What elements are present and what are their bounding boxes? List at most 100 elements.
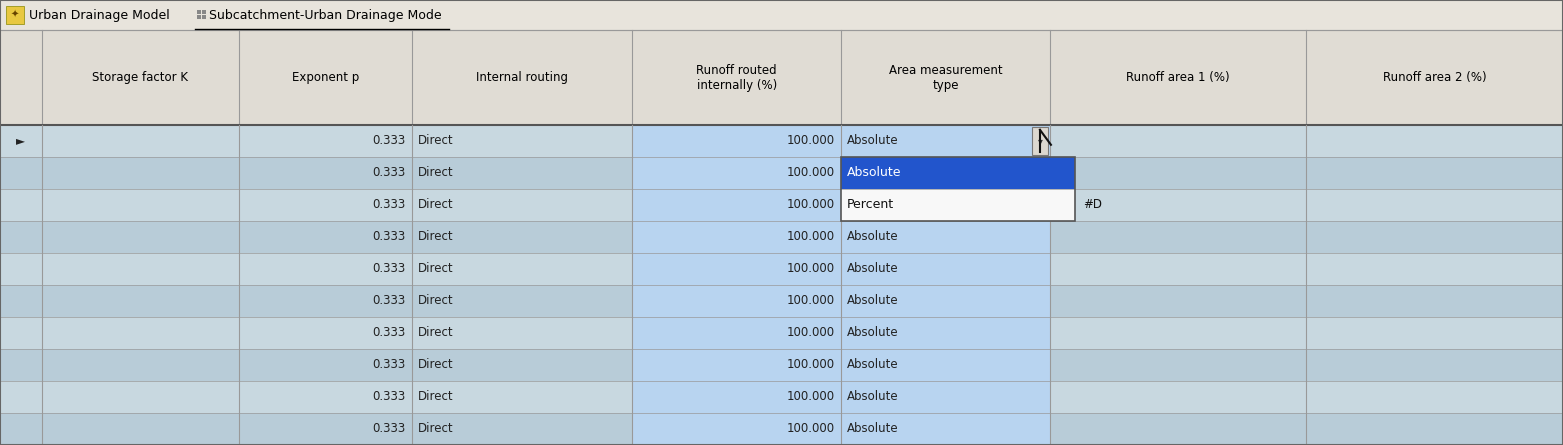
Bar bbox=[0, 125, 42, 157]
Bar bbox=[239, 125, 411, 157]
Bar bbox=[42, 413, 239, 445]
Text: ▾: ▾ bbox=[1038, 136, 1043, 146]
Bar bbox=[841, 221, 1050, 253]
Text: Direct: Direct bbox=[417, 422, 453, 436]
Text: Absolute: Absolute bbox=[847, 422, 899, 436]
Bar bbox=[411, 413, 633, 445]
Bar bbox=[197, 15, 202, 19]
Bar bbox=[239, 349, 411, 381]
Bar bbox=[0, 381, 42, 413]
Bar bbox=[841, 157, 1075, 189]
Bar bbox=[841, 381, 1050, 413]
Text: #D: #D bbox=[1083, 198, 1102, 211]
Bar bbox=[411, 157, 633, 189]
Bar bbox=[1307, 157, 1563, 189]
Bar bbox=[0, 285, 42, 317]
Text: 0.333: 0.333 bbox=[372, 327, 406, 340]
Bar bbox=[1307, 413, 1563, 445]
Text: Direct: Direct bbox=[417, 295, 453, 307]
Bar bbox=[841, 349, 1050, 381]
Text: Runoff routed
internally (%): Runoff routed internally (%) bbox=[697, 64, 777, 92]
Text: 100.000: 100.000 bbox=[788, 359, 835, 372]
Bar bbox=[633, 189, 841, 221]
Bar bbox=[1050, 221, 1307, 253]
Bar bbox=[1050, 189, 1307, 221]
Bar bbox=[197, 10, 202, 14]
Text: Absolute: Absolute bbox=[847, 166, 902, 179]
Bar bbox=[6, 6, 23, 24]
Text: Direct: Direct bbox=[417, 359, 453, 372]
Bar bbox=[1050, 317, 1307, 349]
Bar bbox=[239, 157, 411, 189]
Bar bbox=[0, 30, 1563, 125]
Bar bbox=[1307, 221, 1563, 253]
Text: Absolute: Absolute bbox=[847, 391, 899, 404]
Bar bbox=[411, 285, 633, 317]
Text: Direct: Direct bbox=[417, 391, 453, 404]
Text: Urban Drainage Model: Urban Drainage Model bbox=[30, 8, 170, 21]
Bar bbox=[42, 253, 239, 285]
Bar bbox=[42, 157, 239, 189]
Text: 100.000: 100.000 bbox=[788, 231, 835, 243]
Text: Subcatchment-Urban Drainage Mode: Subcatchment-Urban Drainage Mode bbox=[209, 8, 442, 21]
Bar bbox=[633, 381, 841, 413]
Bar bbox=[0, 413, 42, 445]
Text: Absolute: Absolute bbox=[847, 263, 899, 275]
Bar bbox=[239, 253, 411, 285]
Text: Runoff area 2 (%): Runoff area 2 (%) bbox=[1383, 71, 1486, 84]
Bar bbox=[1307, 381, 1563, 413]
Bar bbox=[841, 189, 1050, 221]
Bar bbox=[239, 221, 411, 253]
Bar bbox=[239, 317, 411, 349]
Text: Absolute: Absolute bbox=[847, 327, 899, 340]
Bar bbox=[633, 157, 841, 189]
Text: 100.000: 100.000 bbox=[788, 327, 835, 340]
Text: 0.333: 0.333 bbox=[372, 198, 406, 211]
Bar bbox=[1050, 349, 1307, 381]
Text: 0.333: 0.333 bbox=[372, 134, 406, 147]
Bar bbox=[42, 349, 239, 381]
Bar bbox=[239, 381, 411, 413]
Bar bbox=[42, 285, 239, 317]
Bar bbox=[633, 413, 841, 445]
Text: Absolute: Absolute bbox=[847, 166, 899, 179]
Bar bbox=[42, 317, 239, 349]
Bar bbox=[0, 189, 42, 221]
Bar bbox=[239, 413, 411, 445]
Text: 0.333: 0.333 bbox=[372, 422, 406, 436]
Bar bbox=[841, 125, 1050, 157]
Text: 0.333: 0.333 bbox=[372, 295, 406, 307]
Bar bbox=[411, 125, 633, 157]
Text: Direct: Direct bbox=[417, 231, 453, 243]
Bar bbox=[202, 10, 206, 14]
Text: Absolute: Absolute bbox=[847, 198, 899, 211]
Bar bbox=[0, 253, 42, 285]
Text: 0.333: 0.333 bbox=[372, 166, 406, 179]
Bar bbox=[1050, 413, 1307, 445]
Text: 100.000: 100.000 bbox=[788, 422, 835, 436]
Text: Area measurement
type: Area measurement type bbox=[889, 64, 1002, 92]
Text: Direct: Direct bbox=[417, 327, 453, 340]
Bar bbox=[0, 317, 42, 349]
Bar bbox=[841, 157, 1075, 221]
Bar bbox=[0, 0, 1563, 30]
Bar bbox=[1307, 317, 1563, 349]
Text: Percent: Percent bbox=[847, 198, 894, 211]
Text: Internal routing: Internal routing bbox=[477, 71, 567, 84]
Bar bbox=[239, 285, 411, 317]
Bar bbox=[1050, 381, 1307, 413]
Bar bbox=[841, 285, 1050, 317]
Bar bbox=[1032, 127, 1047, 155]
Bar bbox=[42, 381, 239, 413]
Text: ✦: ✦ bbox=[11, 10, 19, 20]
Text: ►: ► bbox=[16, 134, 25, 147]
Text: 0.333: 0.333 bbox=[372, 231, 406, 243]
Bar bbox=[0, 349, 42, 381]
Text: Direct: Direct bbox=[417, 263, 453, 275]
Text: 100.000: 100.000 bbox=[788, 134, 835, 147]
Bar bbox=[841, 157, 1075, 221]
Bar bbox=[1307, 253, 1563, 285]
Bar bbox=[841, 413, 1050, 445]
Text: Direct: Direct bbox=[417, 166, 453, 179]
Bar bbox=[1307, 285, 1563, 317]
